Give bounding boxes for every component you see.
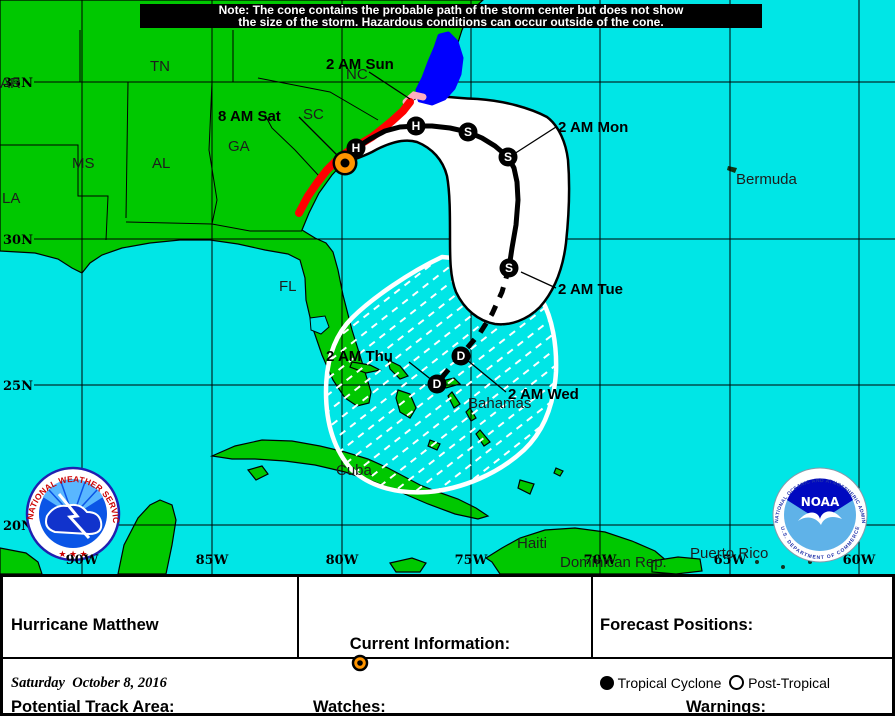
place-label-ms: MS [72,155,95,172]
svg-text:D: D [457,349,466,363]
current-position-icon [351,654,368,672]
land-layer [0,0,812,574]
pointer-line [466,359,507,393]
nws-nhc-logo: NATIONAL WEATHER SERVICE ★ ★ ★ [25,466,121,562]
lake-okeechobee [309,315,330,335]
time-label-2-am-thu: 2 AM Thu [326,348,393,365]
post-tropical-icon [729,675,745,690]
place-label-nc: NC [346,66,368,83]
storm-summary: Hurricane Matthew Saturday October 8, 20… [11,579,240,716]
latitude-label: 35N [3,76,33,91]
forecast-symbols-row: Tropical Cyclone Post-Tropical [600,675,872,691]
forecast-marker-S [499,258,519,278]
place-label-bahamas: Bahamas [468,395,531,412]
forecast-marker-S [498,147,518,167]
longitude-label: 70W [584,553,617,568]
forecast-positions: Forecast Positions: Tropical Cyclone Pos… [600,579,872,716]
place-label-ga: GA [228,138,250,155]
pointer-line [408,361,434,382]
current-information: Current Information: Center Location 32.… [313,579,510,716]
land-hispaniola [484,527,671,574]
place-label-haiti: Haiti [517,535,547,552]
panel-divider-1 [297,577,299,657]
note-bar: Note: The cone contains the probable pat… [140,4,762,28]
place-label-ar: AR [0,75,21,92]
forecast-positions-title: Forecast Positions: [600,616,754,634]
svg-text:S: S [504,150,512,164]
grid-layer: 35N 30N 25N 20N [3,0,895,574]
storm-name: Hurricane Matthew [11,616,159,634]
latitude-label: 30N [3,233,33,248]
label-pointer-lines [298,71,557,393]
current-information-title: Current Information: [313,616,510,693]
land-jamaica [389,557,427,573]
svg-text:S: S [505,261,513,275]
place-label-sc: SC [303,106,324,123]
forecast-map: 35N 30N 25N 20N H H S S S D D [0,0,895,574]
tropical-cyclone-icon [600,676,614,690]
forecast-marker-S [458,122,478,142]
longitude-label: 90W [66,553,99,568]
pointer-line [513,126,557,155]
land-belize [0,547,43,574]
note-line-2: the size of the storm. Hazardous conditi… [238,15,664,29]
place-label-dominican-rep-: Dominican Rep. [560,554,667,571]
panel-divider-horizontal [3,657,892,659]
place-label-bermuda: Bermuda [736,171,798,188]
svg-text:S: S [464,125,472,139]
svg-text:D: D [433,377,442,391]
forecast-marker-D [427,374,447,394]
potential-track-area-title: Potential Track Area: [11,698,175,716]
place-label-fl: FL [279,278,297,295]
place-label-puerto-rico: Puerto Rico [690,545,768,562]
time-label-2-am-sun: 2 AM Sun [326,56,394,73]
svg-text:H: H [352,141,361,155]
land-cuba [209,439,490,520]
forecast-marker-D [451,346,471,366]
latitude-label: 20N [3,519,33,534]
land-isla-juventud [246,465,269,481]
storm-date: Saturday October 8, 2016 [11,675,167,691]
info-panel: Hurricane Matthew Saturday October 8, 20… [0,574,895,716]
forecast-position-markers: H H S S S D D [332,116,519,394]
time-label-2-am-mon: 2 AM Mon [558,119,628,136]
pointer-line [520,271,557,289]
land-puerto-rico [651,556,703,574]
longitude-label: 60W [843,553,876,568]
time-label-2-am-tue: 2 AM Tue [558,281,623,298]
noaa-name: NOAA [801,495,840,509]
pointer-line [368,71,411,100]
map-labels: 90W 85W 80W 75W 70W 65W 60W TN AR MS AL GA LA SC NC FL C… [0,56,876,571]
longitude-label: 80W [326,553,359,568]
place-label-la: LA [2,190,20,207]
forecast-marker-H [406,116,426,136]
watches-title: Watches: [313,698,386,716]
time-label-2-am-wed: 2 AM Wed [508,386,579,403]
warnings-legend: Warnings: Hurricane Trop.Storm [601,661,882,716]
state-borders [0,30,379,241]
noaa-logo: NOAA NATIONAL OCEANIC AND ATMOSPHERIC AD… [772,467,868,563]
land-yucatan [117,499,177,574]
pointer-line [298,116,342,160]
watches-legend: Watches: Hurricane Trop.Storm [313,661,594,716]
longitude-label: 75W [455,553,488,568]
coastal-watches-warnings [295,31,464,217]
warnings-title: Warnings: [685,698,767,716]
place-label-al: AL [152,155,170,172]
panel-divider-2 [591,577,593,657]
svg-text:H: H [412,119,421,133]
nws-stars: ★ ★ ★ [58,549,87,559]
longitude-label: 65W [714,553,747,568]
note-line-1: Note: The cone contains the probable pat… [218,3,684,17]
place-label-tn: TN [150,58,170,75]
place-label-cuba: Cuba [336,462,373,479]
time-label-8-am-sat: 8 AM Sat [218,108,281,125]
tropical-storm-warning-area [415,31,464,106]
latitude-label: 25N [3,379,33,394]
potential-track-area-legend: Potential Track Area: Day 1-3 Day 4-5 [11,661,257,716]
longitude-label: 85W [196,553,229,568]
